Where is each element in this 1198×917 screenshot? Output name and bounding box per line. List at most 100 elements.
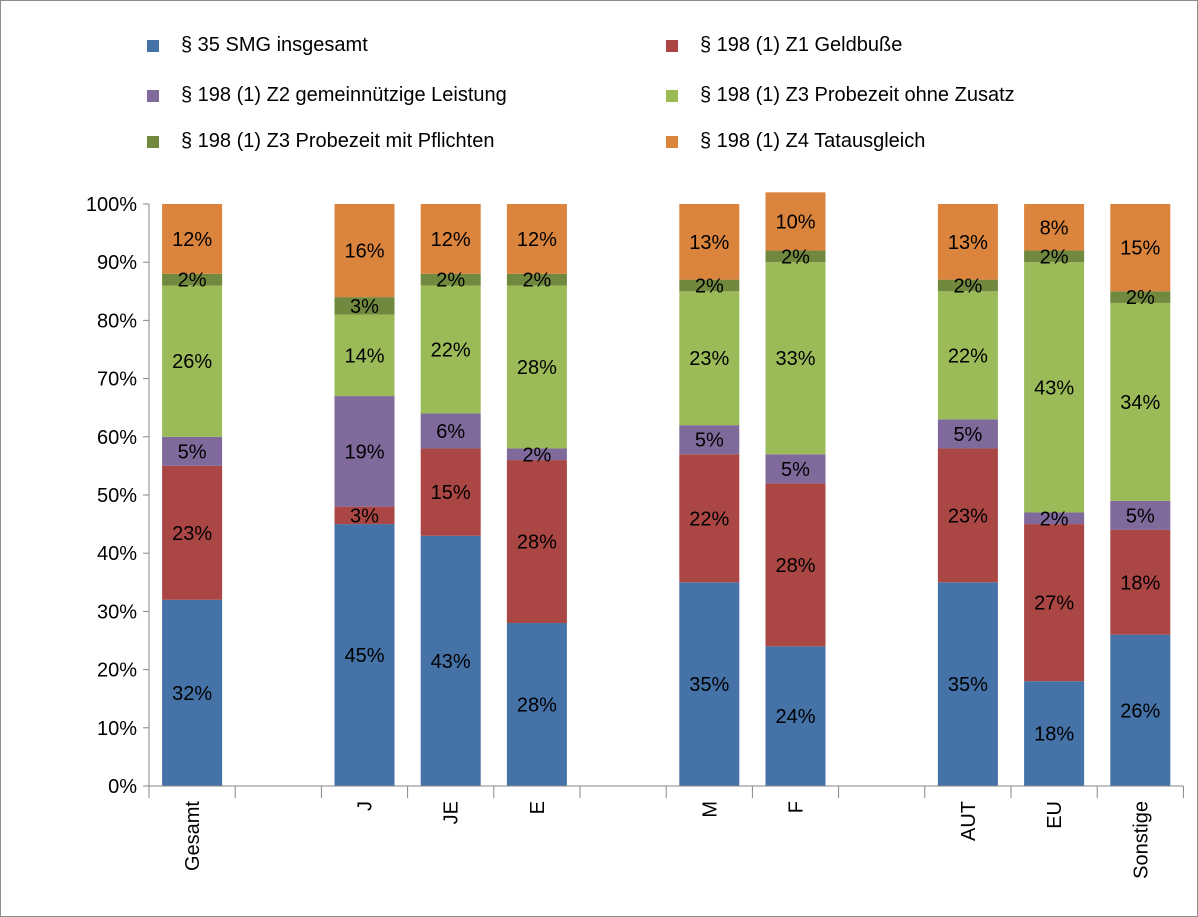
bar-segment bbox=[1110, 291, 1171, 303]
y-axis-tick-label: 60% bbox=[97, 427, 137, 449]
bar-segment bbox=[1110, 204, 1171, 292]
data-label: 23% bbox=[689, 348, 729, 370]
data-label: 3% bbox=[350, 505, 379, 527]
data-label: 2% bbox=[1126, 287, 1155, 309]
bar-segment bbox=[506, 285, 567, 449]
data-label: 15% bbox=[431, 482, 471, 504]
data-label: 26% bbox=[1120, 700, 1160, 722]
legend-label: § 198 (1) Z3 Probezeit mit Pflichten bbox=[181, 130, 495, 152]
bar-segment bbox=[1024, 250, 1085, 263]
bar-segment bbox=[937, 582, 998, 786]
data-label: 5% bbox=[953, 424, 982, 446]
legend-item: § 35 SMG insgesamt bbox=[147, 34, 368, 57]
legend-swatch bbox=[147, 135, 159, 148]
data-label: 8% bbox=[1040, 217, 1069, 239]
bar-segment bbox=[1024, 524, 1085, 682]
data-label: 26% bbox=[172, 351, 212, 373]
data-label: 34% bbox=[1120, 392, 1160, 414]
data-label: 24% bbox=[775, 706, 815, 728]
bar-segment bbox=[937, 204, 998, 280]
bar-segment bbox=[506, 273, 567, 286]
data-label: 45% bbox=[344, 645, 384, 667]
legend-item: § 198 (1) Z3 Probezeit mit Pflichten bbox=[147, 130, 494, 153]
bar-segment bbox=[162, 436, 223, 466]
bar-segment bbox=[1024, 681, 1085, 786]
bar-segment bbox=[679, 454, 740, 583]
y-axis-tick-label: 90% bbox=[97, 252, 137, 274]
data-label: 5% bbox=[1126, 505, 1155, 527]
data-label: 16% bbox=[344, 241, 384, 263]
bar-segment bbox=[506, 623, 567, 786]
bar-segment bbox=[765, 454, 826, 484]
legend-swatch bbox=[666, 89, 678, 102]
data-label: 3% bbox=[350, 296, 379, 318]
y-axis-tick-label: 50% bbox=[97, 485, 137, 507]
legend-swatch bbox=[147, 89, 159, 102]
data-label: 33% bbox=[775, 348, 815, 370]
bar-segment bbox=[334, 314, 395, 397]
data-label: 2% bbox=[1040, 508, 1069, 530]
bar-segment bbox=[420, 273, 481, 286]
data-label: 12% bbox=[431, 229, 471, 251]
data-label: 2% bbox=[1040, 246, 1069, 268]
bar-segment bbox=[506, 204, 567, 274]
legend-swatch bbox=[147, 39, 159, 52]
data-label: 6% bbox=[436, 421, 465, 443]
data-label: 28% bbox=[517, 532, 557, 554]
bar-segment bbox=[679, 425, 740, 455]
bar-segment bbox=[334, 396, 395, 507]
bar-segment bbox=[1110, 302, 1171, 501]
data-label: 15% bbox=[1120, 238, 1160, 260]
data-label: 2% bbox=[436, 270, 465, 292]
data-label: 12% bbox=[517, 229, 557, 251]
bar-segment bbox=[765, 192, 826, 251]
bar-segment bbox=[937, 419, 998, 449]
legend-label: § 198 (1) Z1 Geldbuße bbox=[700, 34, 903, 56]
bar-segment bbox=[334, 204, 395, 298]
bar-segment bbox=[1110, 500, 1171, 530]
bar-segment bbox=[506, 460, 567, 624]
data-label: 2% bbox=[695, 275, 724, 297]
legend-item: § 198 (1) Z1 Geldbuße bbox=[666, 34, 902, 57]
data-label: 23% bbox=[172, 523, 212, 545]
y-axis-tick-label: 100% bbox=[86, 194, 137, 216]
bar-segment bbox=[1024, 204, 1085, 251]
y-axis-tick-label: 0% bbox=[108, 776, 137, 798]
bar-segment bbox=[420, 413, 481, 449]
x-axis-tick-label: J bbox=[355, 801, 377, 811]
bar-segment bbox=[765, 646, 826, 786]
bar-segment bbox=[162, 204, 223, 274]
x-axis-tick-label: Sonstige bbox=[1130, 801, 1152, 879]
bar-segment bbox=[162, 599, 223, 786]
x-axis-tick-label: EU bbox=[1044, 801, 1066, 829]
legend-item: § 198 (1) Z2 gemeinnützige Leistung bbox=[147, 84, 507, 107]
bar-segment bbox=[679, 279, 740, 292]
bar-segment bbox=[937, 291, 998, 420]
y-axis-tick-label: 40% bbox=[97, 543, 137, 565]
data-label: 43% bbox=[1034, 377, 1074, 399]
bar-segment bbox=[679, 204, 740, 280]
data-label: 2% bbox=[178, 270, 207, 292]
data-label: 5% bbox=[781, 459, 810, 481]
data-label: 12% bbox=[172, 229, 212, 251]
data-label: 22% bbox=[431, 340, 471, 362]
data-label: 2% bbox=[522, 444, 551, 466]
legend-label: § 198 (1) Z4 Tatausgleich bbox=[700, 130, 926, 152]
data-label: 13% bbox=[689, 232, 729, 254]
x-axis-tick-label: JE bbox=[441, 801, 463, 824]
bar-segment bbox=[420, 285, 481, 414]
data-label: 22% bbox=[948, 345, 988, 367]
legend-swatch bbox=[666, 135, 678, 148]
bar-segment bbox=[334, 524, 395, 786]
bar-segment bbox=[765, 262, 826, 455]
data-label: 28% bbox=[517, 357, 557, 379]
bar-segment bbox=[162, 465, 223, 600]
bar-segment bbox=[765, 483, 826, 647]
data-label: 32% bbox=[172, 683, 212, 705]
bar-segment bbox=[334, 506, 395, 525]
bar-segment bbox=[1110, 529, 1171, 635]
data-label: 22% bbox=[689, 508, 729, 530]
x-axis-tick-label: F bbox=[786, 801, 808, 813]
y-axis-tick-label: 30% bbox=[97, 601, 137, 623]
